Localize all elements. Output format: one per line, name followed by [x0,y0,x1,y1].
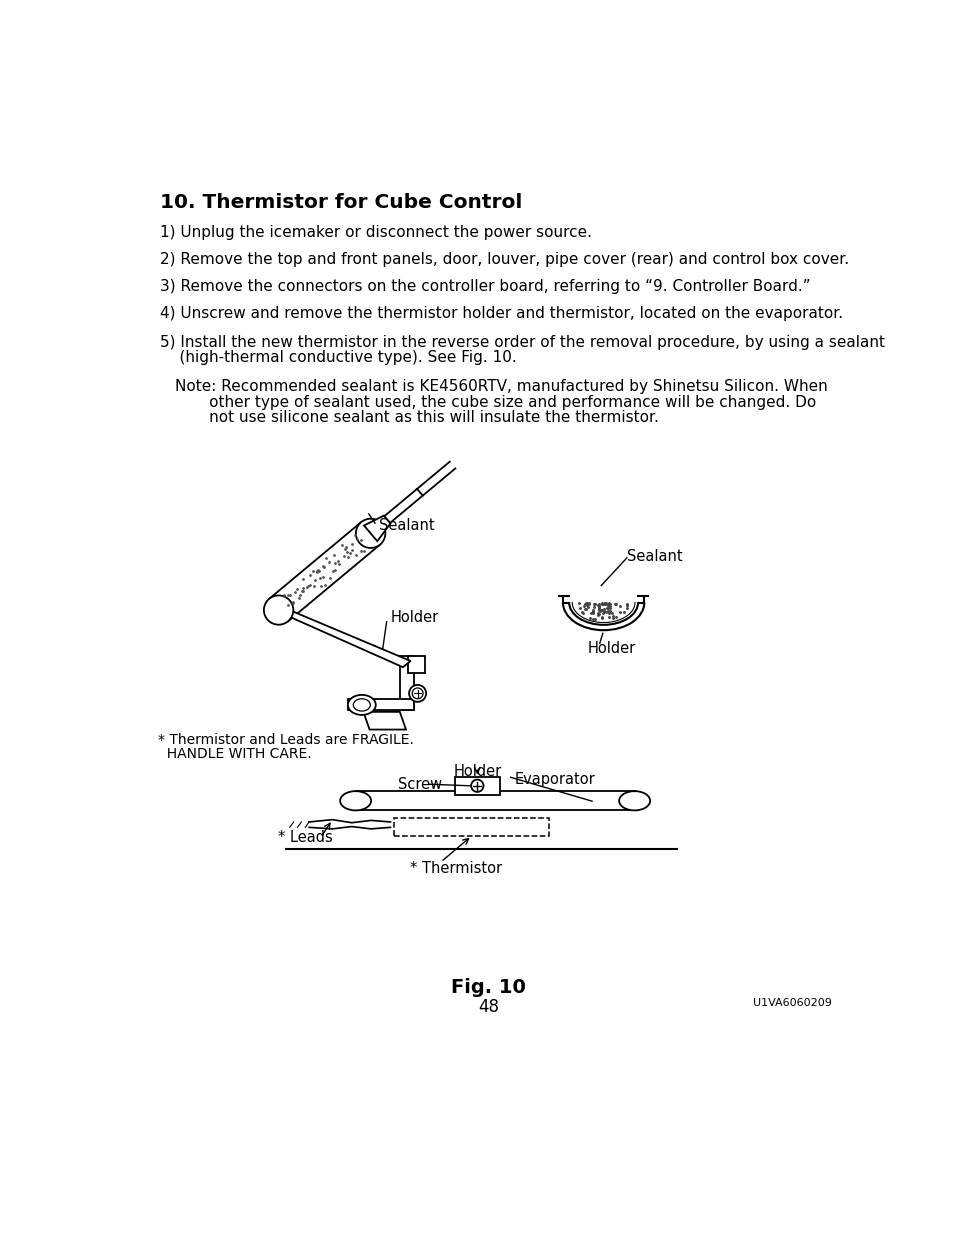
Bar [348,699,414,710]
Bar [355,792,634,810]
Text: U1VA6060209: U1VA6060209 [753,998,831,1008]
Text: HANDLE WITH CARE.: HANDLE WITH CARE. [158,747,312,761]
Text: 1) Unplug the icemaker or disconnect the power source.: 1) Unplug the icemaker or disconnect the… [159,225,591,240]
Polygon shape [363,711,406,730]
Ellipse shape [264,595,293,625]
Text: 10. Thermistor for Cube Control: 10. Thermistor for Cube Control [159,193,521,212]
Text: Evaporator: Evaporator [514,772,595,787]
Text: other type of sealant used, the cube size and performance will be changed. Do: other type of sealant used, the cube siz… [174,395,816,410]
Text: * Thermistor: * Thermistor [410,861,501,876]
Polygon shape [269,522,379,621]
Text: 5) Install the new thermistor in the reverse order of the removal procedure, by : 5) Install the new thermistor in the rev… [159,335,883,350]
Text: 3) Remove the connectors on the controller board, referring to “9. Controller Bo: 3) Remove the connectors on the controll… [159,279,809,294]
Ellipse shape [618,792,649,810]
Bar [455,777,499,795]
Polygon shape [364,515,390,541]
Bar [407,656,424,673]
Ellipse shape [471,779,483,792]
Ellipse shape [412,688,422,699]
Text: Holder: Holder [390,610,438,625]
Text: not use silicone sealant as this will insulate the thermistor.: not use silicone sealant as this will in… [174,410,659,425]
Text: * Thermistor and Leads are FRAGILE.: * Thermistor and Leads are FRAGILE. [158,734,414,747]
Ellipse shape [340,792,371,810]
Bar [394,818,549,836]
Polygon shape [384,489,422,522]
Text: Note: Recommended sealant is KE4560RTV, manufactured by Shinetsu Silicon. When: Note: Recommended sealant is KE4560RTV, … [174,379,827,394]
Text: Fig. 10: Fig. 10 [451,978,526,997]
Ellipse shape [348,695,375,715]
Text: Holder: Holder [587,641,636,656]
Text: Sealant: Sealant [378,517,434,534]
Text: * Leads: * Leads [278,830,333,845]
Text: 4) Unscrew and remove the thermistor holder and thermistor, located on the evapo: 4) Unscrew and remove the thermistor hol… [159,306,841,321]
Text: Screw: Screw [397,777,442,792]
Text: 2) Remove the top and front panels, door, louver, pipe cover (rear) and control : 2) Remove the top and front panels, door… [159,252,848,267]
Polygon shape [273,603,410,667]
Text: 48: 48 [477,998,499,1015]
Ellipse shape [353,699,370,711]
Text: (high-thermal conductive type). See Fig. 10.: (high-thermal conductive type). See Fig.… [159,350,516,364]
Text: Sealant: Sealant [626,548,681,564]
Ellipse shape [409,685,426,701]
Bar [399,656,414,710]
Text: Holder: Holder [453,764,501,779]
Ellipse shape [355,519,385,548]
